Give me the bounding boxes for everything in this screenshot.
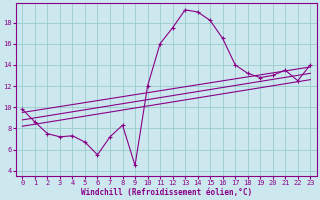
X-axis label: Windchill (Refroidissement éolien,°C): Windchill (Refroidissement éolien,°C): [81, 188, 252, 197]
